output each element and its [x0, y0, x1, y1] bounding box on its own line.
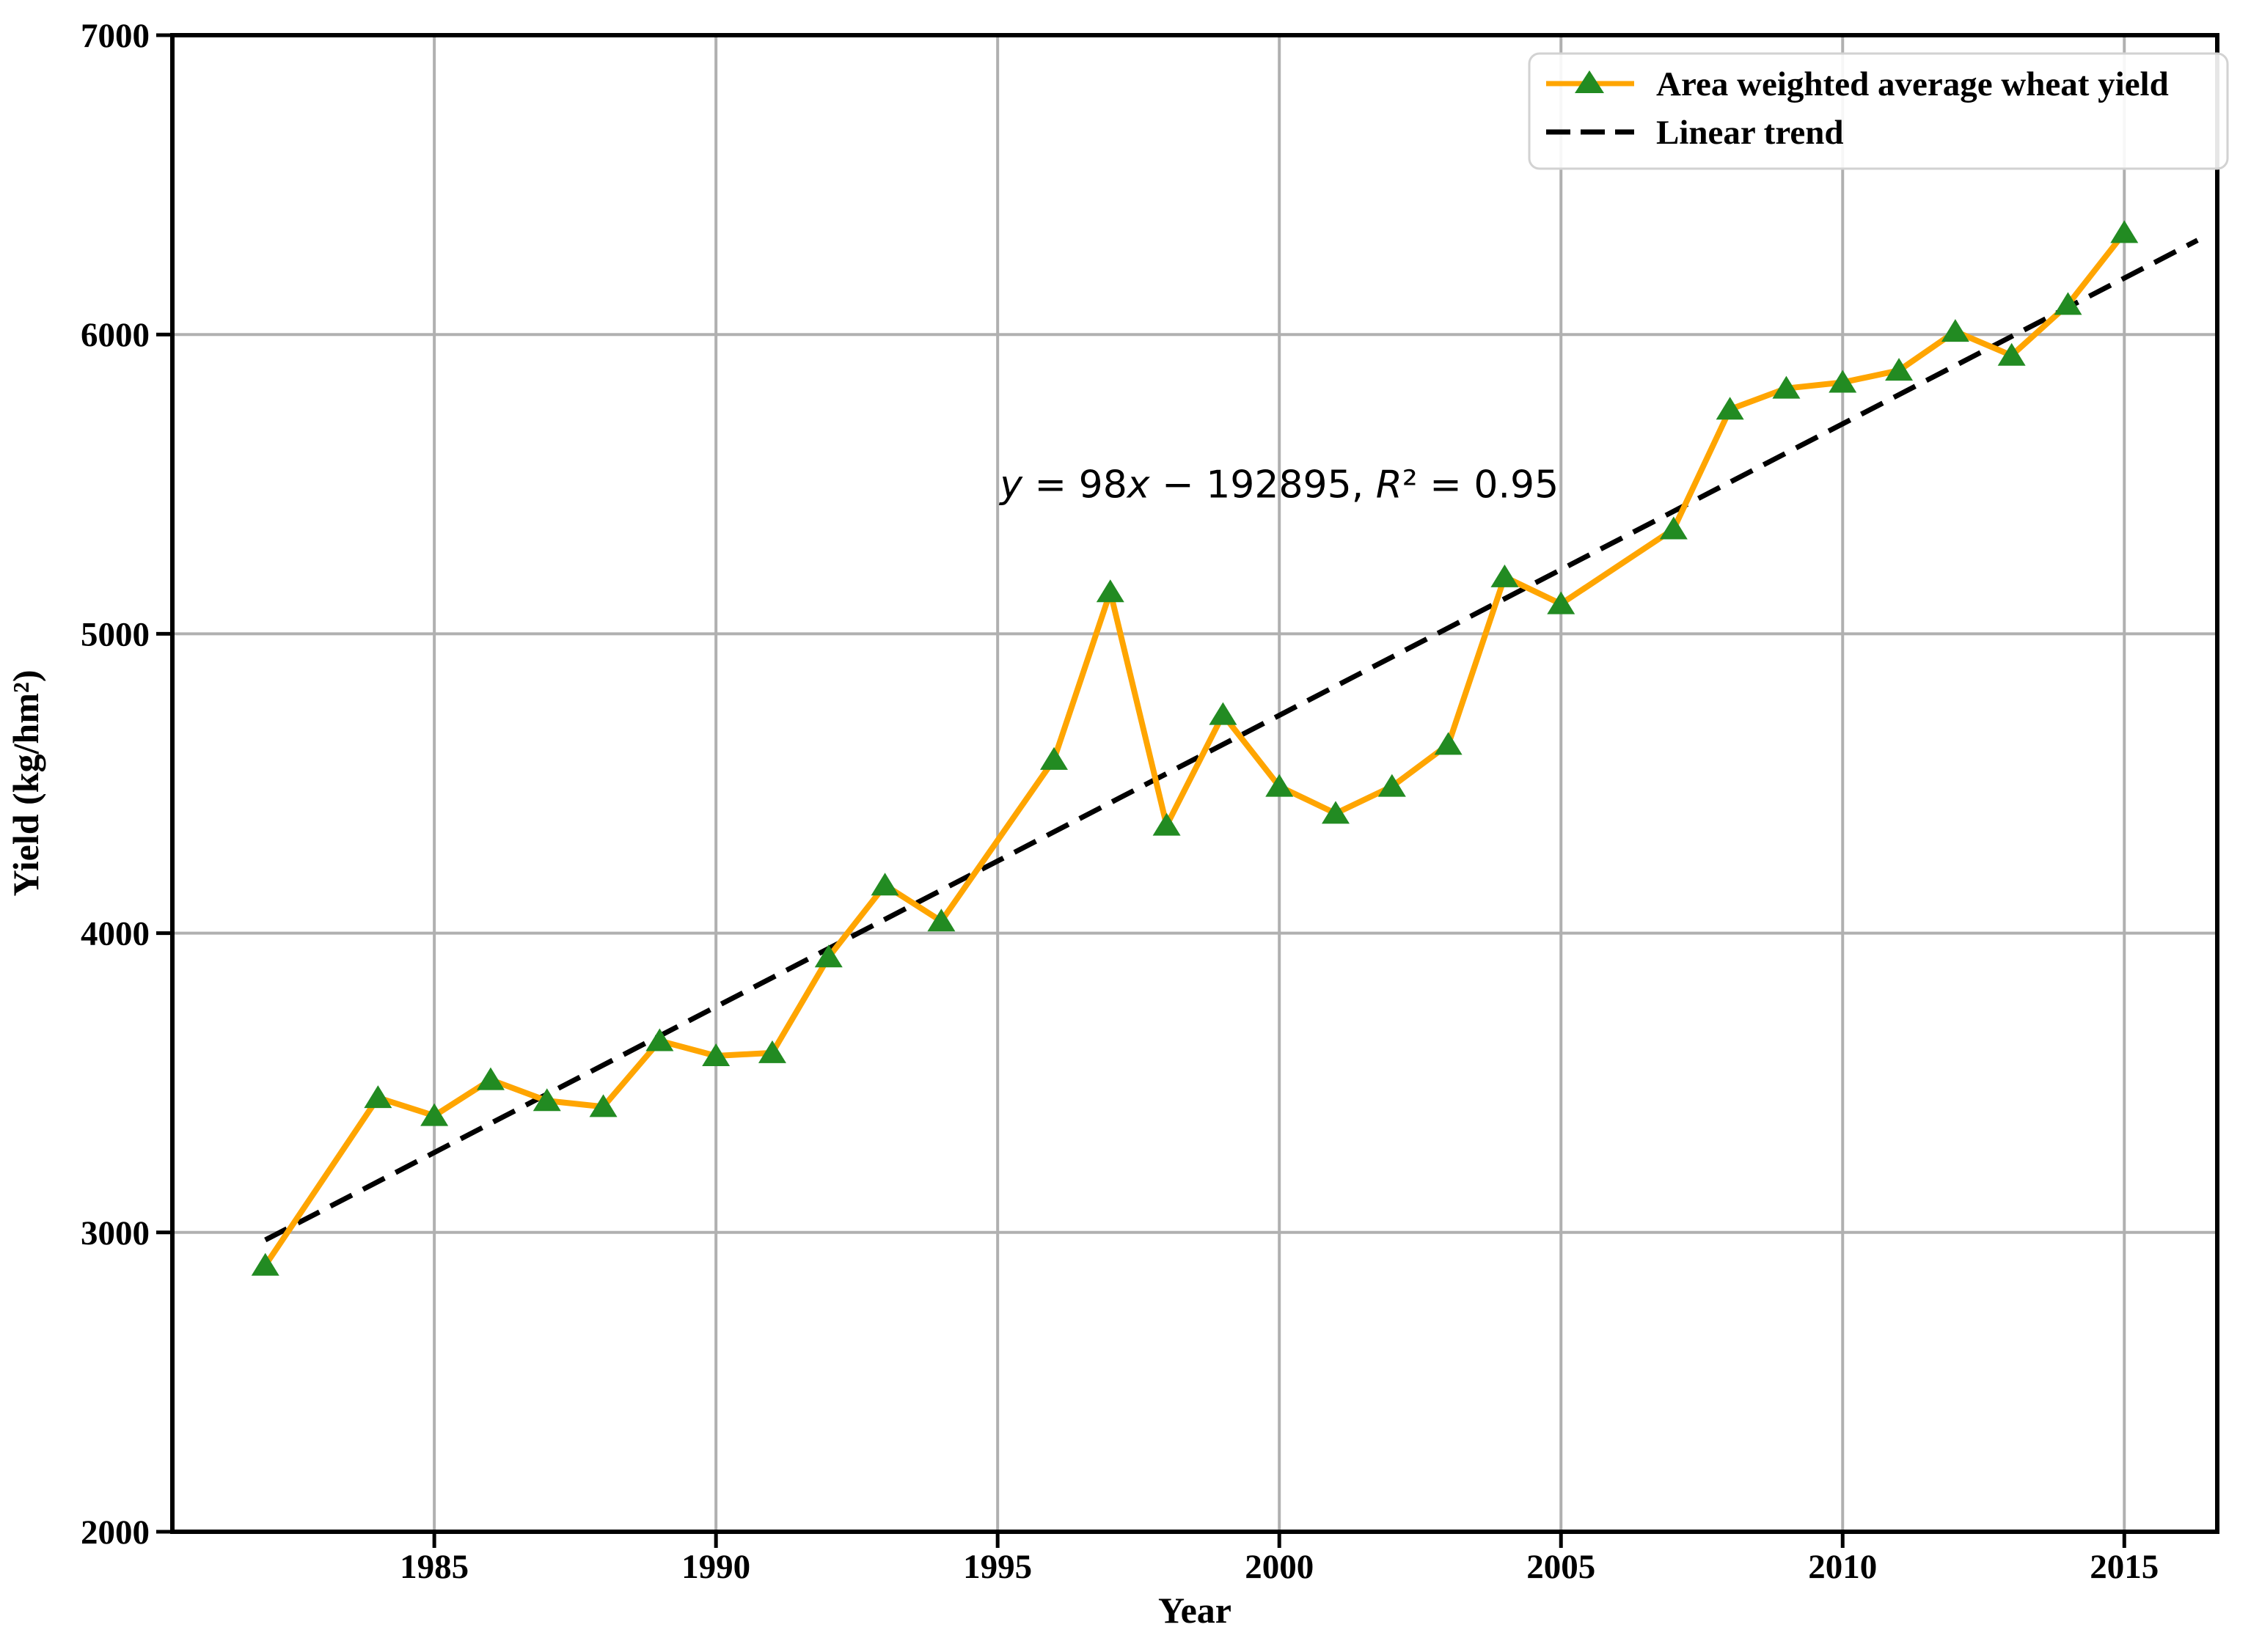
- overlay-layer: Year Yield (kg/hm²) y = 98x − 192895, R²…: [5, 52, 2229, 1631]
- data-point-marker: [1322, 801, 1350, 824]
- data-point-marker: [1039, 746, 1068, 770]
- x-tick-label: 2005: [1526, 1548, 1595, 1586]
- legend: Area weighted average wheat yield Linear…: [1528, 52, 2229, 170]
- data-point-marker: [2054, 292, 2082, 315]
- data-point-marker: [364, 1085, 392, 1109]
- data-point-marker: [1885, 358, 1914, 381]
- x-tick-label: 1985: [400, 1548, 469, 1586]
- legend-frame: [1528, 52, 2229, 170]
- data-point-marker: [589, 1094, 618, 1117]
- x-axis-title: Year: [1158, 1590, 1231, 1631]
- data-point-marker: [251, 1252, 279, 1276]
- data-point-marker: [1716, 397, 1744, 420]
- legend-series-label: Area weighted average wheat yield: [1656, 65, 2169, 103]
- plot-area: 1985 1990 1995 2000 2005 2010 2015 2000 3000 4000…: [81, 17, 2219, 1586]
- y-tick-label: 2000: [81, 1513, 150, 1552]
- data-point-marker: [871, 873, 899, 896]
- data-point-marker: [1547, 591, 1575, 614]
- x-tick-label: 1990: [681, 1548, 750, 1586]
- trend-line: [264, 238, 2199, 1243]
- y-tick-label: 4000: [81, 915, 150, 953]
- data-point-marker: [1265, 774, 1294, 797]
- data-point-marker: [1152, 812, 1181, 836]
- data-point-marker: [1209, 702, 1237, 725]
- data-point-marker: [1377, 774, 1406, 797]
- data-point-marker: [645, 1028, 674, 1051]
- data-point-marker: [2110, 220, 2139, 243]
- data-point-marker: [1659, 516, 1688, 540]
- data-point-marker: [420, 1103, 449, 1126]
- data-point-marker: [532, 1088, 561, 1112]
- y-tick-label: 7000: [81, 17, 150, 55]
- data-point-marker: [1772, 375, 1801, 399]
- x-tick-label: 1995: [963, 1548, 1032, 1586]
- data-point-marker: [1997, 342, 2026, 366]
- data-point-marker: [1490, 564, 1519, 587]
- x-tick-label: 2010: [1808, 1548, 1877, 1586]
- data-point-marker: [1829, 370, 1857, 393]
- data-point-marker: [927, 908, 956, 932]
- trend-equation-annotation: y = 98x − 192895, R² = 0.95: [998, 463, 1559, 507]
- data-point-marker: [758, 1040, 786, 1063]
- data-point-marker: [814, 944, 843, 968]
- data-point-marker: [476, 1067, 505, 1090]
- y-axis-title: Yield (kg/hm²): [5, 670, 46, 897]
- y-tick-label: 5000: [81, 615, 150, 653]
- data-point-marker: [1941, 319, 1969, 342]
- legend-trend-label: Linear trend: [1656, 114, 1843, 152]
- x-tick-label: 2000: [1245, 1548, 1314, 1586]
- legend-triangle-marker-icon: [1575, 70, 1604, 93]
- axes-spines: [170, 33, 2219, 1534]
- data-point-marker: [1434, 732, 1463, 755]
- data-point-marker: [702, 1043, 731, 1066]
- y-tick-label: 3000: [81, 1214, 150, 1252]
- y-tick-label: 6000: [81, 316, 150, 354]
- data-point-marker: [1096, 579, 1124, 603]
- x-tick-label: 2015: [2090, 1548, 2159, 1586]
